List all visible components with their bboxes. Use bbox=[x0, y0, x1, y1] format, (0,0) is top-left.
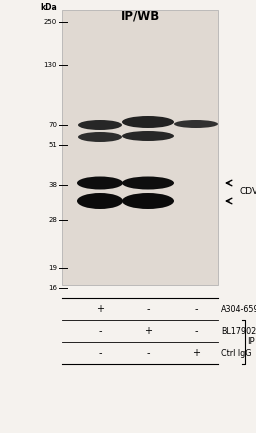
Text: -: - bbox=[194, 304, 198, 314]
Text: BL17902: BL17902 bbox=[221, 326, 256, 336]
Text: 38: 38 bbox=[48, 182, 57, 188]
Text: 70: 70 bbox=[48, 122, 57, 128]
Ellipse shape bbox=[77, 177, 123, 190]
Ellipse shape bbox=[78, 120, 122, 130]
Text: 16: 16 bbox=[48, 285, 57, 291]
Ellipse shape bbox=[78, 132, 122, 142]
Text: -: - bbox=[146, 304, 150, 314]
Text: -: - bbox=[98, 326, 102, 336]
Ellipse shape bbox=[174, 120, 218, 128]
Text: -: - bbox=[98, 348, 102, 358]
Text: -: - bbox=[146, 348, 150, 358]
Text: 19: 19 bbox=[48, 265, 57, 271]
Ellipse shape bbox=[122, 193, 174, 209]
Text: A304-659A: A304-659A bbox=[221, 304, 256, 313]
Text: 51: 51 bbox=[48, 142, 57, 148]
Text: kDa: kDa bbox=[40, 3, 57, 13]
Text: +: + bbox=[96, 304, 104, 314]
Text: 28: 28 bbox=[48, 217, 57, 223]
Ellipse shape bbox=[77, 193, 123, 209]
Ellipse shape bbox=[122, 177, 174, 190]
Text: 130: 130 bbox=[44, 62, 57, 68]
Text: Ctrl IgG: Ctrl IgG bbox=[221, 349, 251, 358]
Text: IP/WB: IP/WB bbox=[120, 10, 160, 23]
Ellipse shape bbox=[122, 131, 174, 141]
Text: +: + bbox=[144, 326, 152, 336]
Text: +: + bbox=[192, 348, 200, 358]
Text: IP: IP bbox=[247, 337, 255, 346]
Bar bbox=[62, 10, 218, 285]
Ellipse shape bbox=[122, 116, 174, 128]
Text: -: - bbox=[194, 326, 198, 336]
Text: CDV3: CDV3 bbox=[240, 187, 256, 197]
Text: 250: 250 bbox=[44, 19, 57, 25]
